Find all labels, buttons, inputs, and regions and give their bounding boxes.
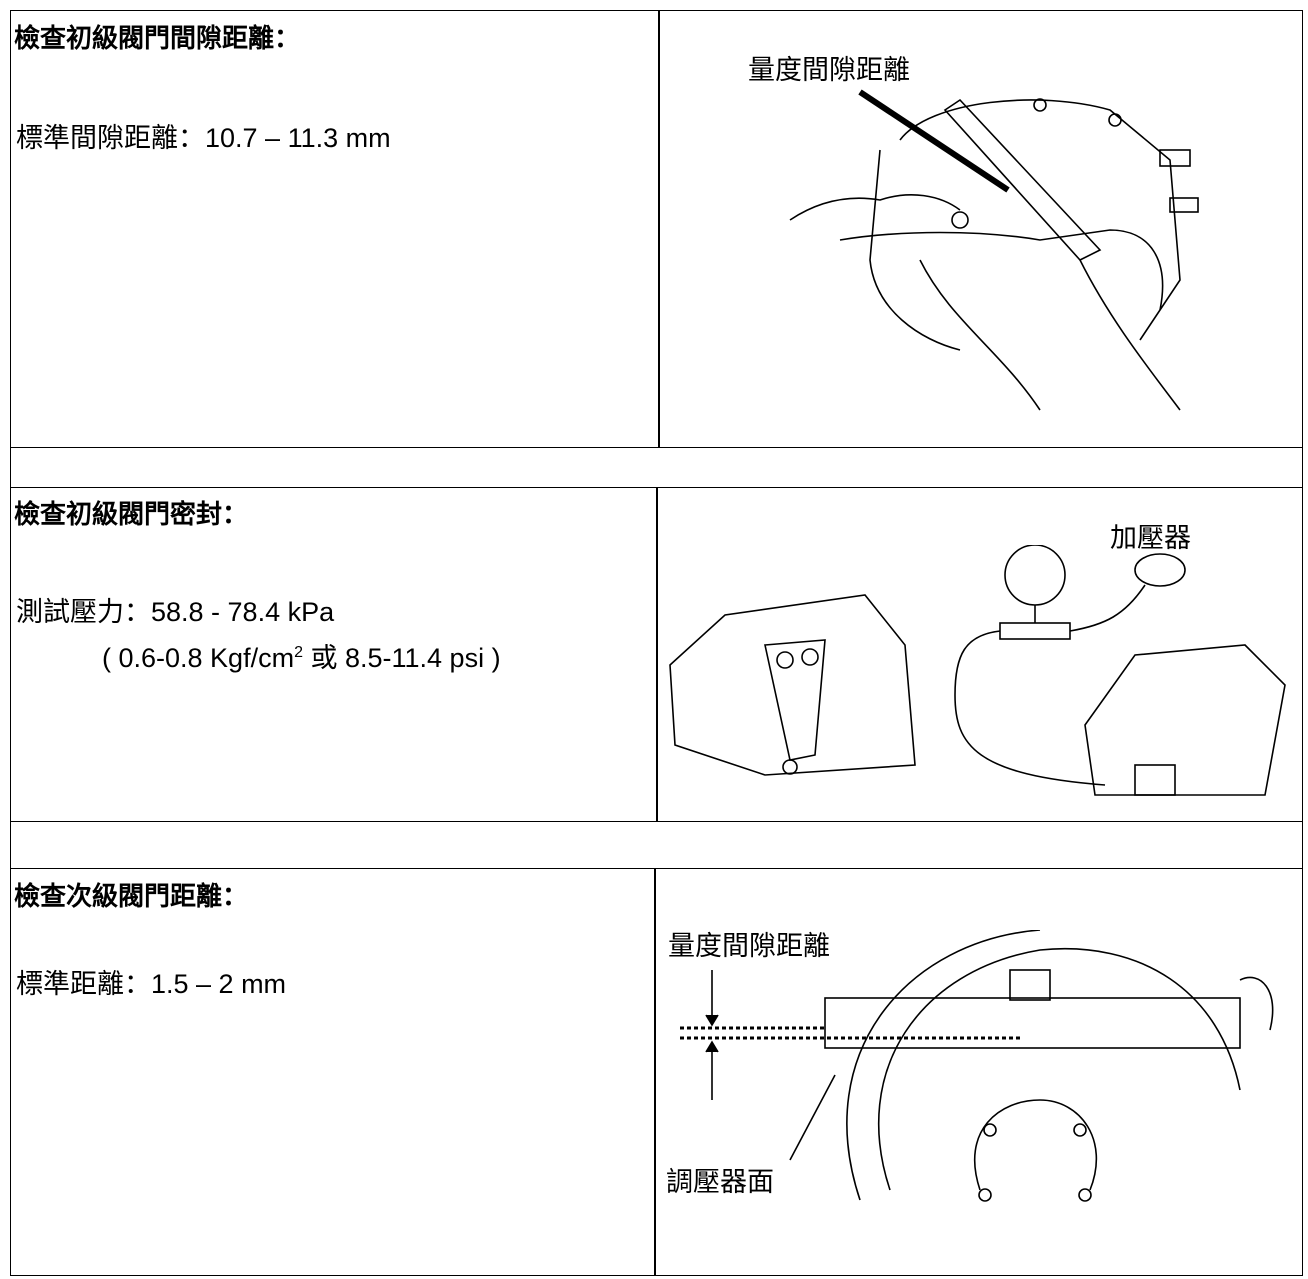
spec-part: ( 0.6-0.8 Kgf/cm [102, 643, 295, 673]
spec-text: 標準間隙距離：10.7 – 11.3 mm [16, 123, 391, 153]
image-label: 量度間隙距離 [748, 55, 910, 85]
spec-text: ( 0.6-0.8 Kgf/cm2 或 8.5-11.4 psi ) [102, 636, 501, 675]
section-title: 檢查初級閥門密封： [14, 500, 249, 530]
image-label: 量度間隙距離 [668, 931, 830, 961]
spec-part: 或 8.5-11.4 psi ) [302, 643, 501, 673]
table-frame [10, 10, 1303, 1276]
section-title: 檢查初級閥門間隙距離： [14, 24, 301, 54]
column-divider [656, 487, 658, 822]
illustration [669, 545, 1286, 796]
column-divider [654, 868, 656, 1276]
illustration [789, 89, 1199, 411]
illustration [680, 930, 1274, 1202]
spec-text: 標準距離：1.5 – 2 mm [16, 969, 287, 999]
superscript: 2 [294, 644, 303, 661]
image-label: 加壓器 [1110, 523, 1191, 553]
spec-text: 測試壓力：58.8 - 78.4 kPa [16, 597, 335, 627]
image-label: 調壓器面 [666, 1167, 774, 1197]
section-title: 檢查次級閥門距離： [14, 882, 249, 912]
column-divider [658, 10, 660, 448]
row-spacer [10, 447, 1303, 488]
row-spacer [10, 821, 1303, 869]
